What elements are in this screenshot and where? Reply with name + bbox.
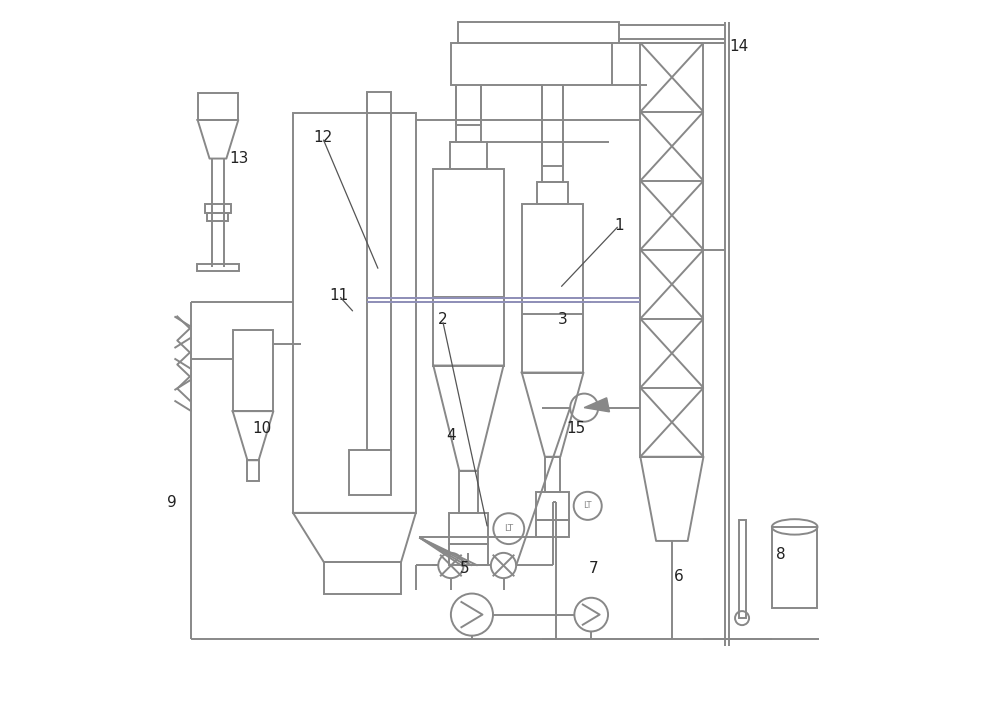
Bar bbox=[458, 22, 619, 43]
Bar bbox=[433, 169, 504, 366]
Text: 11: 11 bbox=[329, 288, 348, 303]
Bar bbox=[522, 204, 583, 373]
Text: 7: 7 bbox=[589, 562, 598, 576]
Bar bbox=[198, 93, 238, 120]
Bar bbox=[456, 125, 481, 143]
Bar bbox=[640, 43, 703, 457]
Text: LT: LT bbox=[504, 524, 513, 533]
Text: 5: 5 bbox=[460, 562, 470, 576]
Text: 10: 10 bbox=[252, 421, 271, 436]
Text: 14: 14 bbox=[729, 39, 748, 54]
Text: LT: LT bbox=[583, 501, 592, 510]
Text: 8: 8 bbox=[776, 548, 785, 562]
Bar bbox=[324, 562, 401, 593]
Text: 9: 9 bbox=[167, 495, 177, 510]
Bar bbox=[205, 204, 231, 212]
Bar bbox=[545, 457, 560, 492]
Bar bbox=[449, 513, 488, 544]
Bar bbox=[450, 143, 487, 169]
Text: 13: 13 bbox=[229, 151, 249, 166]
Text: 2: 2 bbox=[438, 312, 447, 328]
Polygon shape bbox=[584, 398, 609, 412]
Bar bbox=[247, 460, 259, 482]
Bar bbox=[536, 520, 569, 537]
Bar bbox=[772, 527, 817, 607]
Text: 12: 12 bbox=[313, 130, 332, 145]
Bar bbox=[349, 450, 391, 496]
Bar bbox=[537, 181, 568, 204]
Text: 6: 6 bbox=[674, 569, 684, 583]
Bar bbox=[451, 43, 612, 85]
Bar bbox=[449, 544, 488, 565]
Text: 4: 4 bbox=[446, 428, 456, 443]
Bar bbox=[207, 212, 228, 221]
Bar bbox=[233, 330, 273, 411]
Bar bbox=[739, 520, 746, 618]
Bar bbox=[459, 471, 478, 513]
Bar bbox=[197, 264, 239, 271]
Bar bbox=[293, 113, 416, 513]
Text: 15: 15 bbox=[566, 421, 585, 436]
Bar bbox=[536, 492, 569, 520]
Bar bbox=[367, 92, 391, 450]
Text: 1: 1 bbox=[614, 218, 624, 233]
Text: 3: 3 bbox=[558, 312, 568, 328]
Bar bbox=[542, 167, 563, 181]
